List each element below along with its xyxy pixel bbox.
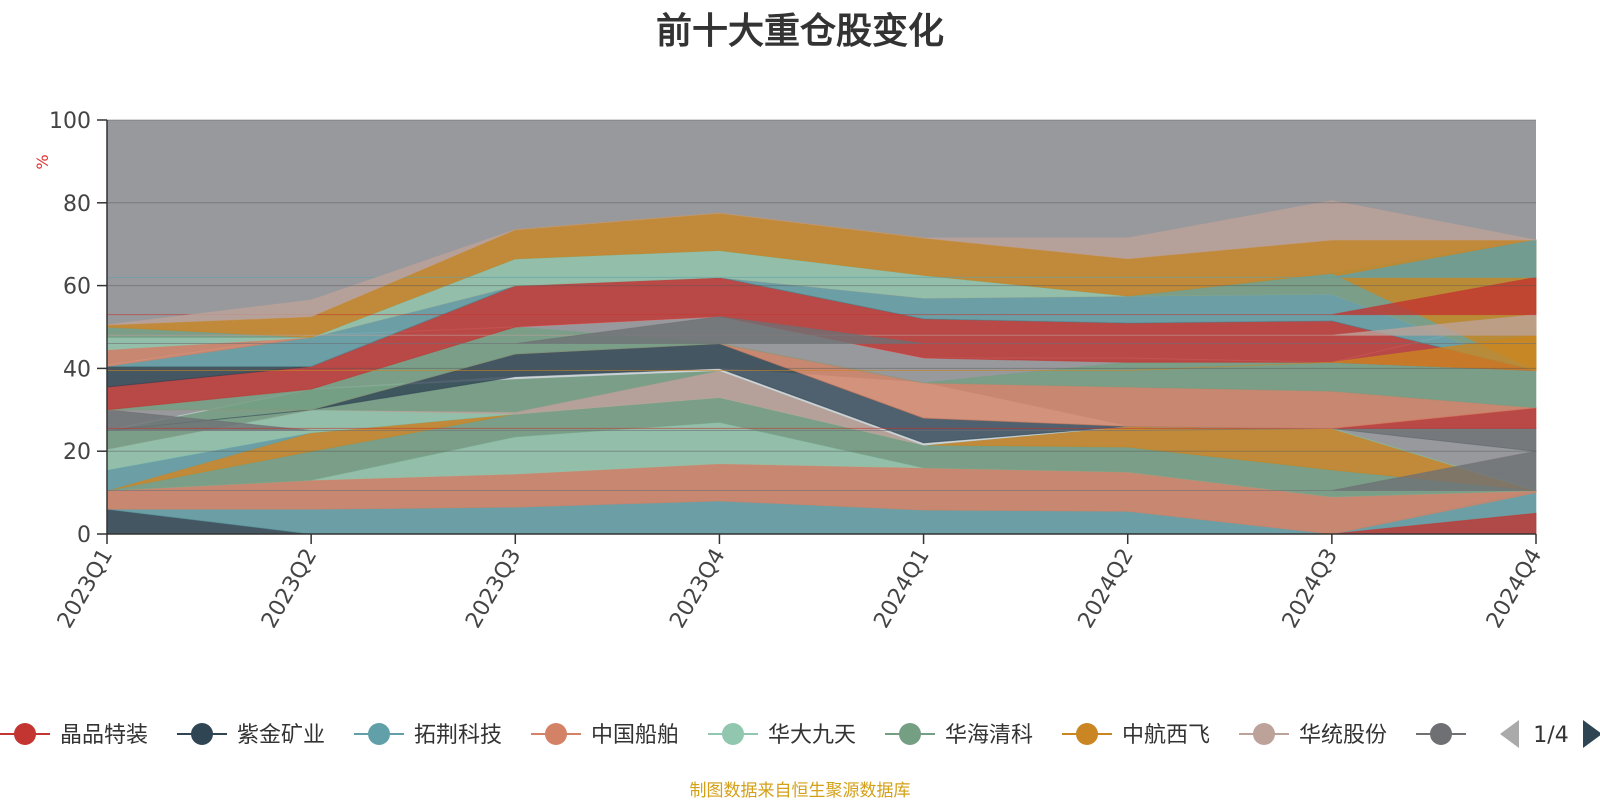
x-tick-label: 2023Q4 [665,545,730,633]
legend-label: 拓荆科技 [414,723,502,748]
legend-marker [191,723,213,745]
y-axis-label: % [33,154,52,169]
y-tick-label: 20 [63,440,91,465]
area-band-28 [107,276,1537,316]
source-note: 制图数据来自恒生聚源数据库 [689,781,911,801]
legend-marker [545,723,567,745]
legend-label: 中 [1476,723,1498,748]
legend-label: 紫金矿业 [237,723,325,748]
x-tick-label: 2024Q1 [869,545,934,633]
area-band-30 [106,200,1537,326]
legend-label: 华统股份 [1299,723,1387,748]
legend[interactable]: 晶品特装 紫金矿业 拓荆科技 中国船舶 华大九天 华海清科 中航西飞 华统股份 中 1/4 [0,720,1600,748]
y-tick-label: 80 [63,192,91,217]
legend-label: 晶品特装 [60,723,148,748]
area-band-16 [107,407,1537,429]
legend-page-indicator: 1/4 [1533,723,1568,748]
x-tick-label: 2023Q3 [461,545,526,633]
area-bands [106,200,1537,535]
area-band-26 [107,334,1537,371]
legend-label: 华大九天 [768,723,856,748]
legend-items: 晶品特装 紫金矿业 拓荆科技 中国船舶 华大九天 华海清科 中航西飞 华统股份 中 [0,723,1498,748]
legend-item[interactable]: 拓荆科技 [354,723,502,748]
legend-item[interactable]: 晶品特装 [0,723,148,748]
legend-item[interactable]: 华海清科 [885,723,1033,748]
legend-marker [899,723,921,745]
legend-item[interactable]: 华统股份 [1239,723,1387,748]
legend-item[interactable]: 中 [1416,723,1498,748]
x-tick-label: 2024Q2 [1074,545,1139,633]
y-tick-label: 60 [63,275,91,300]
legend-marker [14,723,36,745]
legend-item[interactable]: 中国船舶 [531,723,679,748]
legend-marker [1430,723,1452,745]
legend-next-arrow[interactable] [1583,720,1600,748]
area-band-15 [106,409,1537,452]
legend-item[interactable]: 中航西飞 [1062,723,1210,748]
legend-prev-arrow[interactable] [1500,720,1519,748]
x-tick-label: 2024Q3 [1278,545,1343,633]
grid-lines [107,119,1536,452]
y-tick-label: 0 [77,523,91,548]
y-tick-label: 100 [49,109,91,134]
legend-label: 中航西飞 [1122,723,1210,748]
area-band-29 [107,239,1537,278]
legend-item[interactable]: 紫金矿业 [177,723,325,748]
x-tick-label: 2023Q1 [53,545,118,633]
y-tick-label: 40 [63,357,91,382]
x-tick-label: 2023Q2 [257,545,322,633]
legend-marker [368,723,390,745]
legend-marker [1253,723,1275,745]
legend-marker [722,723,744,745]
area-band-10 [107,450,1537,492]
x-tick-label: 2024Q4 [1482,545,1547,633]
area-band-31 [107,316,1536,345]
legend-item[interactable]: 华大九天 [708,723,856,748]
legend-label: 华海清科 [945,723,1033,748]
legend-marker [1076,723,1098,745]
legend-label: 中国船舶 [591,723,679,748]
chart-title: 前十大重仓股变化 [655,11,944,52]
